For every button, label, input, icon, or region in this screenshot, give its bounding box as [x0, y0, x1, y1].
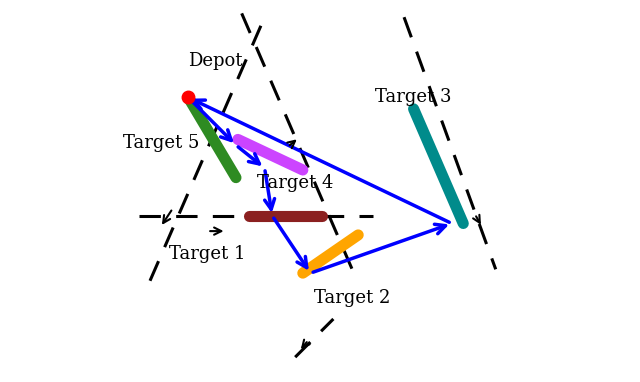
Text: Target 5: Target 5	[124, 134, 200, 152]
Text: Target 3: Target 3	[375, 88, 452, 107]
Text: Depot: Depot	[188, 52, 242, 70]
Text: Target 4: Target 4	[257, 174, 333, 193]
Text: Target 2: Target 2	[314, 289, 390, 307]
Text: Target 1: Target 1	[169, 245, 246, 263]
